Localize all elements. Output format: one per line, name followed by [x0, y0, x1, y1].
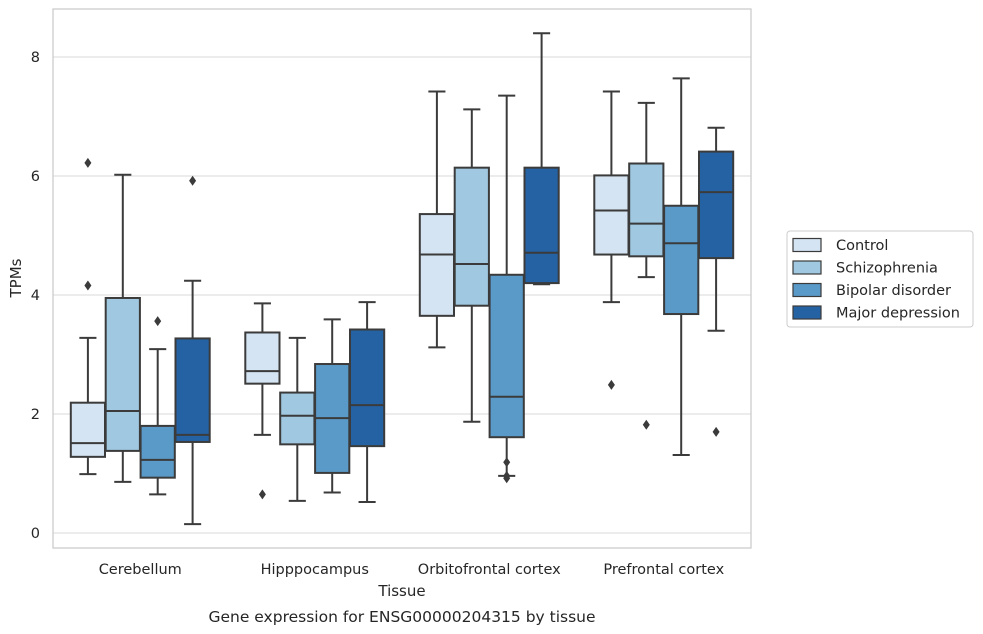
outlier-point	[712, 426, 720, 437]
legend-label: Control	[836, 238, 888, 254]
box-series	[69, 32, 735, 526]
box-iqr	[523, 166, 560, 285]
legend-swatch	[792, 260, 822, 275]
legend-label: Major depression	[836, 306, 960, 322]
box-iqr	[488, 273, 525, 439]
x-axis-ticks: Cerebellum Hipppocampus Orbitofrontal cort…	[99, 562, 725, 578]
box-iqr	[348, 328, 386, 448]
outlier-point	[84, 280, 92, 291]
y-tick-label: 0	[31, 526, 40, 542]
outlier-point	[154, 316, 162, 327]
legend-label: Schizophrenia	[836, 261, 938, 277]
outlier-point	[503, 457, 511, 468]
box-iqr	[139, 424, 176, 479]
box-iqr	[418, 213, 456, 317]
box-0-3	[593, 90, 630, 390]
plot-area-frame	[52, 8, 752, 549]
box-3-2	[523, 32, 560, 286]
box-1-0	[104, 173, 141, 483]
x-tick-label: Prefrontal cortex	[603, 562, 724, 578]
box-3-0	[174, 175, 211, 526]
legend-swatch	[792, 282, 822, 298]
outlier-point	[84, 157, 92, 168]
box-iqr	[244, 331, 281, 385]
chart-title: Gene expression for ENSG00000204315 by t…	[208, 608, 595, 626]
box-iqr	[663, 204, 700, 316]
y-axis-label: TPMs	[7, 258, 25, 298]
box-2-3	[663, 77, 700, 457]
y-tick-label: 2	[31, 407, 40, 423]
legend-label: Bipolar disorder	[836, 283, 951, 299]
legend-swatch	[792, 305, 822, 320]
gridlines	[53, 56, 751, 534]
box-0-1	[244, 302, 281, 500]
y-axis-ticks: 0 2 4 6 8	[31, 50, 40, 542]
box-0-0	[69, 157, 107, 476]
x-axis-label: Tissue	[377, 582, 425, 600]
box-iqr	[279, 391, 316, 446]
outlier-point	[258, 489, 266, 500]
y-tick-label: 6	[31, 169, 40, 185]
outlier-point	[607, 379, 615, 390]
box-iqr	[104, 296, 141, 452]
box-1-1	[279, 336, 316, 502]
box-3-1	[348, 301, 386, 504]
box-iqr	[628, 162, 665, 258]
box-2-0	[139, 316, 176, 496]
outlier-point	[189, 175, 197, 186]
x-tick-label: Hipppocampus	[261, 562, 369, 578]
x-tick-label: Cerebellum	[99, 562, 182, 578]
y-tick-label: 4	[31, 288, 40, 304]
box-iqr	[453, 166, 490, 307]
box-iqr	[593, 174, 630, 256]
outlier-point	[503, 473, 511, 484]
legend: Control Schizophrenia Bipolar disorder Majo…	[786, 230, 974, 328]
y-tick-label: 8	[31, 50, 40, 66]
box-1-2	[453, 108, 490, 423]
outlier-point	[642, 419, 650, 430]
legend-swatch	[792, 237, 822, 253]
box-3-3	[697, 126, 735, 437]
legend-frame	[786, 230, 974, 328]
box-iqr	[69, 401, 107, 458]
box-0-2	[418, 90, 456, 349]
x-tick-label: Orbitofrontal cortex	[418, 562, 561, 578]
box-2-2	[488, 94, 525, 484]
box-iqr	[697, 150, 735, 260]
box-iqr	[174, 337, 211, 443]
